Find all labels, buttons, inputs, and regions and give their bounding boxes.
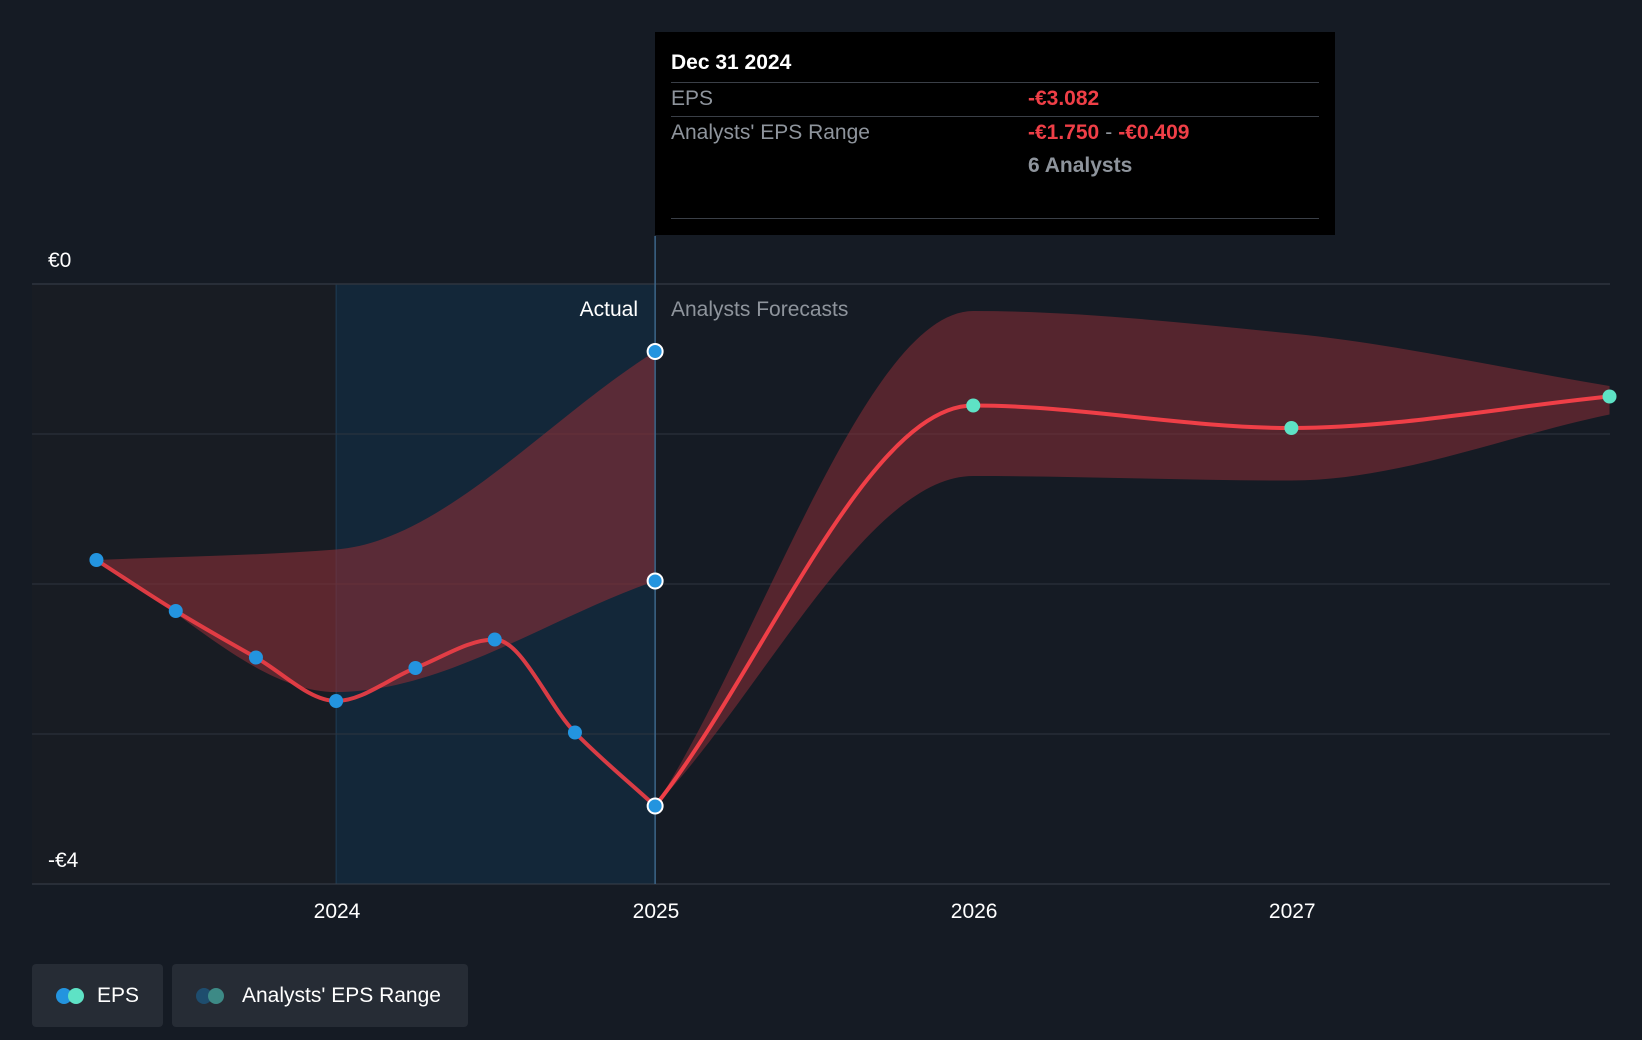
- eps-forecast-point: [1284, 421, 1299, 435]
- eps-actual-point: [408, 661, 423, 675]
- eps-actual-point: [168, 604, 183, 618]
- tooltip-eps-label: EPS: [671, 87, 714, 110]
- tooltip-divider: [671, 218, 1319, 219]
- tooltip-eps-row: EPS -€3.082: [671, 82, 1319, 116]
- range-low-marker: [646, 572, 664, 590]
- tooltip-analysts-row: 6 Analysts: [671, 150, 1319, 183]
- range-legend-icon: [196, 987, 228, 1005]
- eps-actual-point: [646, 797, 664, 815]
- chart-legend: EPS Analysts' EPS Range: [32, 964, 468, 1027]
- y-axis-bottom-label: -€4: [48, 849, 79, 872]
- tooltip-analysts-count: 6 Analysts: [1028, 154, 1133, 177]
- eps-actual-point: [487, 632, 502, 647]
- x-tick-label: 2025: [633, 900, 680, 923]
- eps-actual-point: [567, 725, 582, 740]
- legend-range-button[interactable]: Analysts' EPS Range: [172, 964, 468, 1027]
- legend-range-label: Analysts' EPS Range: [242, 983, 441, 1007]
- x-tick-label: 2027: [1269, 900, 1316, 923]
- x-tick-label: 2024: [314, 900, 361, 923]
- eps-forecast-line: [653, 394, 1612, 808]
- x-tick-label: 2026: [951, 900, 998, 923]
- actual-range-band: [96, 351, 656, 692]
- tooltip-range-low: -€1.750: [1028, 121, 1100, 144]
- eps-forecast-point: [1602, 389, 1617, 404]
- range-high-marker: [646, 343, 664, 360]
- legend-eps-label: EPS: [96, 983, 139, 1007]
- eps-actual-point: [89, 553, 104, 567]
- hover-tooltip: Dec 31 2024 EPS -€3.082 Analysts' EPS Ra…: [655, 32, 1335, 235]
- eps-actual-point: [248, 650, 263, 665]
- x-axis-ticks: 2024 2025 2026 2027: [314, 900, 1316, 923]
- legend-eps-button[interactable]: EPS: [32, 964, 163, 1027]
- eps-actual-point: [329, 694, 344, 708]
- forecast-period-label: Analysts Forecasts: [671, 298, 848, 321]
- tooltip-range-separator: -: [1105, 121, 1113, 144]
- tooltip-range-row: Analysts' EPS Range -€1.750 - -€0.409: [671, 116, 1319, 150]
- tooltip-eps-value: -€3.082: [1028, 87, 1100, 110]
- eps-forecast-point: [966, 398, 981, 413]
- eps-legend-icon: [56, 987, 84, 1005]
- plot-layer: [32, 236, 1617, 885]
- y-axis-top-label: €0: [48, 249, 71, 272]
- forecast-range-band: [655, 311, 1610, 806]
- tooltip-range-label: Analysts' EPS Range: [671, 121, 870, 144]
- actual-period-label: Actual: [580, 298, 638, 321]
- tooltip-date: Dec 31 2024: [671, 51, 792, 74]
- tooltip-range-high: -€0.409: [1118, 121, 1190, 144]
